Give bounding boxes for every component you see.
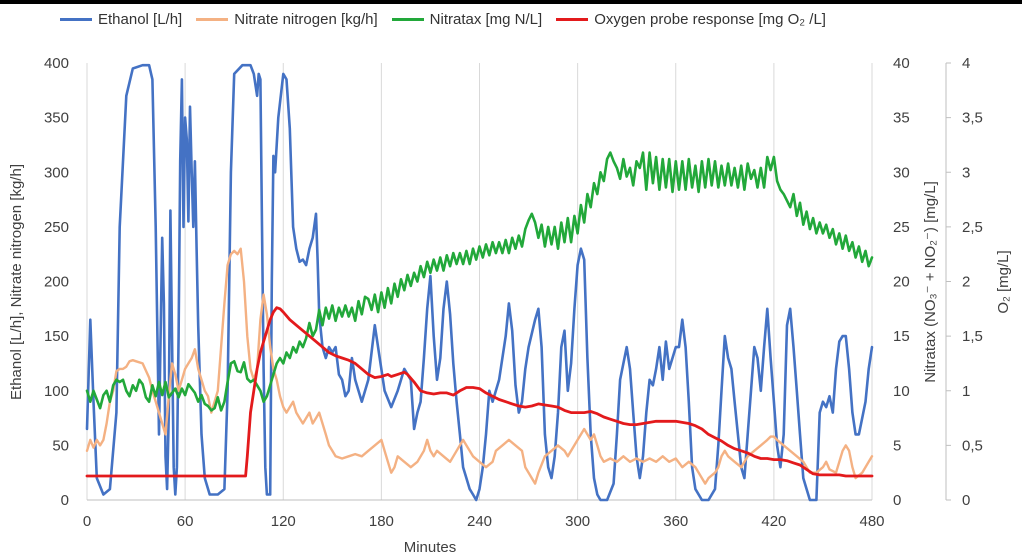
- y-tick-label-oxygen-2,5: 2,5: [962, 219, 983, 236]
- legend-label-nitrate-nitrogen: Nitrate nitrogen [kg/h]: [234, 10, 378, 28]
- legend-swatch-nitratax: [391, 17, 424, 21]
- y-tick-label-oxygen-3,5: 3,5: [962, 110, 983, 127]
- legend-label-ethanol: Ethanol [L/h]: [98, 10, 183, 28]
- y-axis-label-right-oxygen: O₂ [mg/L]: [995, 250, 1012, 313]
- x-tick-label-360: 360: [663, 513, 688, 530]
- y-tick-label-nitratax-0: 0: [893, 492, 901, 509]
- y-tick-label-nitratax-25: 25: [893, 219, 910, 236]
- x-axis-label: Minutes: [404, 539, 457, 556]
- ethanol-line: [85, 63, 874, 502]
- y-tick-label-oxygen-2: 2: [962, 274, 970, 291]
- y-tick-label-nitratax-40: 40: [893, 55, 910, 72]
- x-tick-label-60: 60: [177, 513, 194, 530]
- x-tick-label-120: 120: [271, 513, 296, 530]
- grid-lines: [86, 63, 873, 500]
- top-border-rule: [0, 0, 1022, 4]
- y-tick-label-left-0: 0: [61, 492, 69, 509]
- y-tick-label-nitratax-30: 30: [893, 164, 910, 181]
- y-tick-label-left-200: 200: [44, 274, 69, 291]
- x-tick-label-240: 240: [467, 513, 492, 530]
- nitratax-line: [85, 151, 874, 412]
- legend-item-ethanol: Ethanol [L/h]: [60, 11, 182, 28]
- legend-label-nitratax: Nitratax [mg N/L]: [429, 10, 543, 28]
- oxygen-probe-line: [85, 306, 874, 478]
- legend: Ethanol [L/h] Nitrate nitrogen [kg/h] Ni…: [60, 8, 1020, 30]
- nitrate-nitrogen-line: [85, 247, 874, 485]
- y-tick-label-nitratax-5: 5: [893, 437, 901, 454]
- x-tick-label-0: 0: [83, 513, 91, 530]
- legend-item-nitrate-nitrogen: Nitrate nitrogen [kg/h]: [196, 10, 378, 28]
- legend-item-oxygen-probe: Oxygen probe response [mg O₂ /L]: [556, 11, 826, 28]
- legend-swatch-ethanol: [60, 17, 92, 21]
- y-tick-label-oxygen-0,5: 0,5: [962, 437, 983, 454]
- y-tick-label-left-350: 350: [44, 110, 69, 127]
- y-tick-label-left-50: 50: [52, 437, 69, 454]
- x-tick-label-420: 420: [761, 513, 786, 530]
- y-tick-label-nitratax-10: 10: [893, 383, 910, 400]
- y-tick-label-oxygen-4: 4: [962, 55, 970, 72]
- y-tick-label-oxygen-0: 0: [962, 492, 970, 509]
- y-tick-label-nitratax-20: 20: [893, 274, 910, 291]
- legend-swatch-nitrate-nitrogen: [196, 17, 229, 21]
- legend-item-nitratax: Nitratax [mg N/L]: [391, 10, 543, 28]
- y-tick-label-nitratax-15: 15: [893, 328, 910, 345]
- y-tick-label-oxygen-1,5: 1,5: [962, 328, 983, 345]
- x-tick-label-300: 300: [565, 513, 590, 530]
- y-axis-label-left: Ethanol [L/h], Nitrate nitrogen [kg/h]: [8, 164, 25, 400]
- y-tick-label-left-250: 250: [44, 219, 69, 236]
- legend-swatch-oxygen-probe: [556, 17, 589, 21]
- legend-label-oxygen-probe: Oxygen probe response [mg O₂ /L]: [594, 10, 826, 28]
- x-tick-label-480: 480: [859, 513, 884, 530]
- y-tick-label-left-100: 100: [44, 383, 69, 400]
- y-tick-label-oxygen-1: 1: [962, 383, 970, 400]
- y-tick-label-left-300: 300: [44, 164, 69, 181]
- tick-labels: 0 60 120 180 240 300 360 420 4800501001502002503…: [44, 55, 983, 530]
- y-tick-label-oxygen-3: 3: [962, 164, 970, 181]
- y-tick-label-left-150: 150: [44, 328, 69, 345]
- y-tick-label-nitratax-35: 35: [893, 110, 910, 127]
- y-tick-label-left-400: 400: [44, 55, 69, 72]
- series-layer: [85, 63, 874, 502]
- x-tick-label-180: 180: [369, 513, 394, 530]
- axes: [87, 62, 951, 501]
- y-axis-label-right-nitratax: Nitratax (NO₃⁻ + NO₂⁻) [mg/L]: [922, 181, 939, 383]
